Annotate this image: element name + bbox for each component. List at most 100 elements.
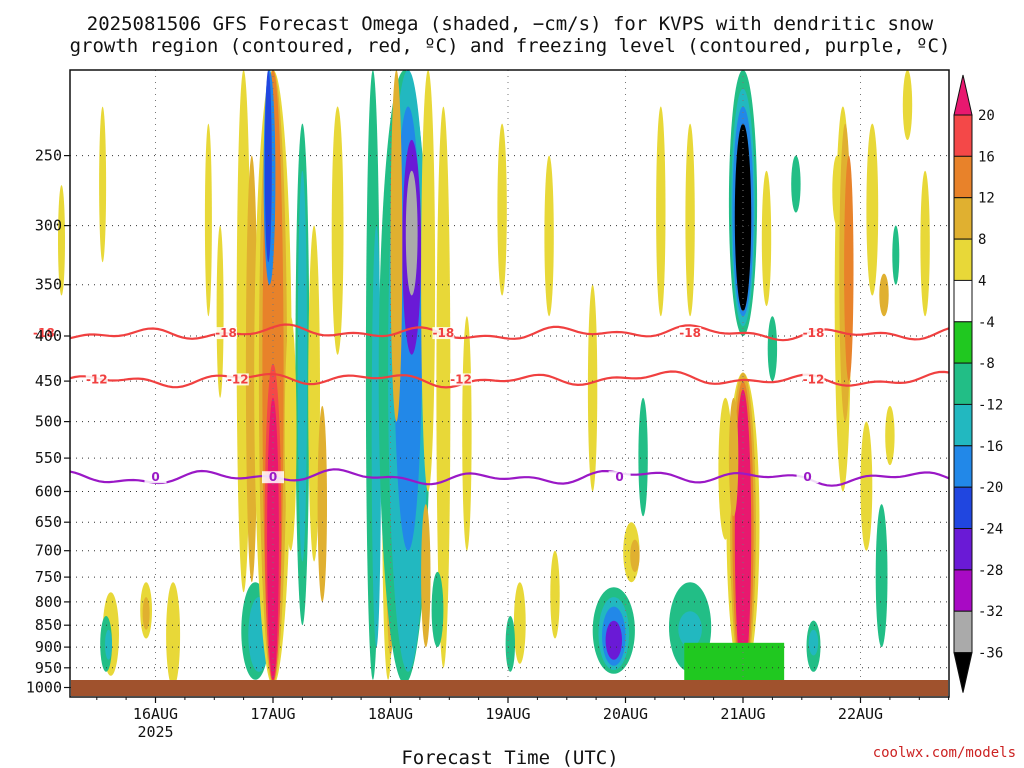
colorbar-swatch (953, 238, 973, 282)
y-tick-label: 700 (35, 542, 62, 560)
omega-patch (902, 70, 913, 140)
x-tick-label: 20AUG (603, 705, 648, 723)
omega-patch (264, 70, 272, 263)
omega-patch (513, 582, 526, 664)
colorbar-label: -12 (978, 397, 1003, 413)
omega-patch (791, 155, 801, 213)
omega-patch (767, 316, 778, 382)
omega-patch (421, 69, 436, 492)
omega-patch (630, 539, 640, 572)
y-axis: 250 300 350 400 450 500 550 600 650 700 750 800 850 9… (26, 147, 70, 697)
omega-patch (879, 273, 889, 317)
omega-shading (58, 69, 930, 688)
contour-label: 0 (803, 470, 811, 484)
colorbar-label: 4 (978, 273, 986, 289)
contour-label: -18 (215, 326, 237, 340)
contour-label: -18 (33, 326, 55, 340)
omega-patch (331, 106, 344, 355)
omega-patch (142, 597, 150, 630)
omega-patch (605, 620, 622, 660)
y-tick-label: 450 (35, 372, 62, 390)
contour-label: -18 (803, 326, 825, 340)
contour-label: -18 (433, 326, 455, 340)
omega-patch (297, 170, 308, 562)
colorbar-label: -36 (978, 646, 1003, 662)
omega-patch (371, 225, 382, 648)
y-tick-label: 600 (35, 483, 62, 501)
omega-patch (245, 155, 258, 583)
omega-patch (678, 611, 702, 648)
contour-lines: -18 -18 -18 -18 -18 -12 -12 -12 -12 0 0 0 0 (32, 323, 950, 487)
colorbar-label: -20 (978, 480, 1003, 496)
omega-patch (497, 123, 507, 296)
omega-patch (462, 316, 472, 551)
colorbar-swatch (953, 321, 973, 364)
omega-patch (405, 170, 418, 296)
contour-label: -12 (86, 372, 108, 386)
contour-label-bg (802, 327, 825, 340)
colorbar-swatch (953, 445, 973, 488)
colorbar-label: -24 (978, 522, 1003, 538)
omega-patch (892, 225, 900, 285)
colorbar-swatch (953, 486, 973, 530)
x-tick-year: 2025 (137, 723, 173, 741)
colorbar-label: -4 (978, 315, 995, 331)
omega-patch (431, 571, 444, 648)
omega-patch (204, 123, 212, 317)
omega-patch (550, 550, 560, 639)
y-tick-label: 350 (35, 276, 62, 294)
y-tick-label: 500 (35, 413, 62, 431)
y-tick-label: 650 (35, 513, 62, 531)
omega-patch (317, 405, 327, 602)
omega-patch (656, 106, 666, 317)
omega-patch (734, 123, 752, 312)
colorbar-label: -28 (978, 563, 1003, 579)
contour-label: 0 (615, 470, 623, 484)
omega-patch (718, 397, 733, 540)
omega-patch (866, 123, 879, 296)
colorbar-label: 16 (978, 149, 995, 165)
y-tick-label: 400 (35, 327, 62, 345)
colorbar-cap-bottom (953, 652, 973, 693)
omega-patch (920, 170, 930, 317)
colorbar-label: -16 (978, 439, 1003, 455)
omega-patch (587, 284, 598, 492)
y-tick-label: 300 (35, 217, 62, 235)
colorbar-cap-top (953, 74, 973, 116)
ground-terrain (71, 680, 948, 696)
credit-link[interactable]: coolwx.com/models (873, 745, 1016, 761)
y-tick-label: 950 (35, 659, 62, 677)
contour-label-bg (226, 373, 249, 386)
colorbar-swatch (953, 528, 973, 571)
omega-patch (761, 170, 772, 307)
contour-label-bg (608, 471, 631, 484)
y-tick-label: 900 (35, 638, 62, 656)
contour-label-bg (85, 373, 108, 386)
contour-label: 0 (269, 470, 277, 484)
x-tick-label: 22AUG (838, 705, 883, 723)
omega-patch (885, 405, 895, 466)
x-tick-label: 19AUG (485, 705, 530, 723)
colorbar-label: -32 (978, 604, 1003, 620)
colorbar-swatch (953, 114, 973, 157)
contour-label: -12 (227, 372, 249, 386)
contour-label-bg (32, 327, 55, 340)
omega-patch (684, 642, 785, 682)
colorbar-label: -8 (978, 356, 995, 372)
omega-patch (505, 616, 515, 672)
y-tick-label: 1000 (26, 679, 62, 697)
colorbar-legend: 20 16 12 8 4 -4 -8 -12 -16 -20 -24 -28 -32 -36 (953, 74, 1003, 693)
x-axis-label: Forecast Time (UTC) (401, 747, 618, 768)
x-tick-label: 21AUG (720, 705, 765, 723)
contour-label: -12 (803, 372, 825, 386)
chart-title-line1: 2025081506 GFS Forecast Omega (shaded, −… (87, 13, 934, 35)
colorbar-swatch (953, 279, 973, 323)
colorbar-label: 12 (978, 191, 995, 207)
contour-label: -12 (450, 372, 472, 386)
omega-patch (844, 155, 854, 382)
omega-patch (685, 123, 695, 317)
omega-patch (808, 629, 819, 656)
colorbar-label: 20 (978, 108, 995, 124)
